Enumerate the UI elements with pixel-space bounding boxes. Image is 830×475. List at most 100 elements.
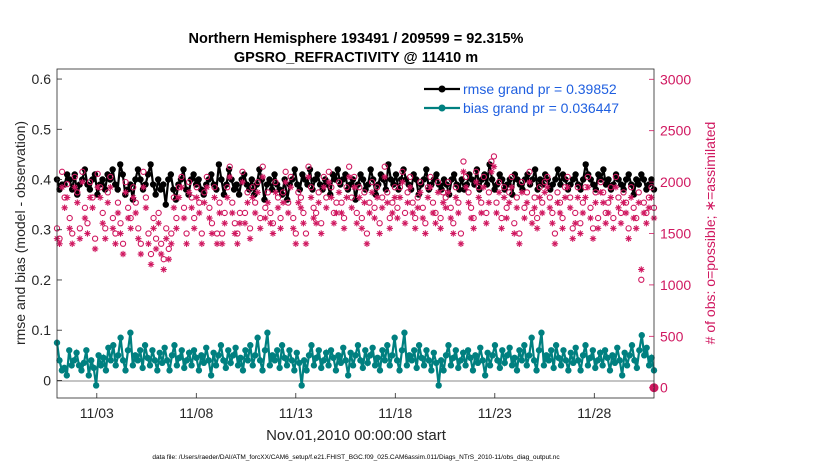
assimilated-obs-point: [112, 240, 119, 247]
bias-point: [362, 347, 369, 354]
possible-obs-point: [79, 168, 86, 175]
possible-obs-point: [460, 158, 467, 165]
assimilated-obs-point: [480, 184, 487, 191]
possible-obs-point: [137, 240, 144, 247]
rmse-point: [243, 181, 250, 188]
assimilated-obs-point: [135, 235, 142, 242]
possible-obs-point: [267, 209, 274, 217]
rmse-point: [357, 171, 364, 178]
bias-point: [477, 344, 484, 351]
bias-point: [63, 372, 70, 379]
assimilated-obs-point: [119, 250, 127, 258]
possible-obs-point: [117, 220, 124, 227]
bias-point: [347, 349, 354, 356]
possible-obs-point: [224, 184, 231, 191]
rmse-point: [382, 186, 390, 193]
legend-box: [418, 74, 648, 118]
assimilated-obs-point: [221, 220, 228, 227]
bias-point: [364, 359, 371, 367]
assimilated-obs-point: [132, 209, 139, 217]
bias-point: [97, 362, 105, 369]
possible-obs-point: [244, 189, 251, 196]
rmse-point: [466, 171, 473, 178]
bias-point: [161, 344, 168, 351]
bias-point: [61, 364, 68, 372]
possible-obs-point: [564, 173, 571, 181]
assimilated-obs-point: [175, 194, 183, 201]
assimilated-obs-point: [401, 220, 409, 227]
rmse-point: [167, 171, 175, 178]
bias-point: [335, 352, 342, 359]
assimilated-obs-point: [104, 199, 112, 206]
bias-point: [222, 364, 230, 372]
assimilated-obs-point: [470, 225, 477, 232]
assimilated-obs-point: [551, 240, 559, 247]
assimilated-obs-point: [356, 194, 363, 201]
assimilated-obs-point: [231, 230, 239, 237]
bias-point: [401, 329, 408, 336]
assimilated-obs-point: [594, 225, 602, 232]
assimilated-obs-point: [340, 225, 348, 232]
possible-obs-point: [384, 189, 391, 196]
bias-point: [139, 364, 146, 372]
assimilated-obs-point: [505, 199, 513, 206]
possible-obs-point: [457, 230, 465, 237]
possible-obs-point: [310, 204, 317, 211]
possible-obs-point: [91, 235, 99, 242]
assimilated-obs-point: [384, 199, 391, 206]
bias-point: [645, 362, 653, 369]
possible-obs-point: [363, 230, 371, 237]
assimilated-obs-point: [257, 225, 264, 232]
possible-obs-point: [249, 184, 256, 191]
assimilated-obs-point: [556, 209, 564, 217]
bias-point: [293, 349, 300, 356]
rmse-point: [643, 186, 650, 193]
assimilated-obs-point: [147, 261, 155, 268]
assimilated-obs-point: [343, 194, 350, 201]
possible-obs-point: [241, 209, 249, 217]
assimilated-obs-point: [546, 204, 554, 211]
possible-obs-point: [549, 209, 556, 217]
possible-obs-point: [183, 230, 190, 237]
possible-obs-point: [191, 214, 198, 222]
bias-point: [83, 347, 90, 354]
possible-obs-point: [635, 189, 642, 196]
possible-obs-point: [376, 220, 383, 227]
possible-obs-point: [180, 204, 188, 211]
rmse-point: [235, 191, 243, 198]
assimilated-obs-point: [589, 235, 597, 242]
possible-obs-point: [511, 220, 518, 227]
bias-point: [379, 347, 386, 354]
assimilated-obs-point: [264, 199, 272, 206]
bias-point: [210, 349, 217, 356]
rmse-point: [562, 176, 569, 183]
bias-point: [636, 347, 643, 354]
rmse-point: [240, 171, 248, 178]
possible-obs-point: [216, 199, 223, 206]
assimilated-obs-point: [315, 199, 322, 206]
bias-point: [198, 352, 205, 359]
assimilated-obs-point: [635, 199, 642, 206]
possible-obs-point: [587, 204, 594, 211]
bias-point: [413, 364, 420, 372]
bias-point: [450, 354, 457, 362]
bias-point: [616, 357, 623, 364]
bias-point: [557, 362, 565, 369]
possible-obs-point: [473, 168, 480, 175]
possible-obs-point: [292, 230, 299, 237]
possible-obs-point: [109, 214, 117, 222]
assimilated-obs-point: [447, 214, 454, 222]
possible-obs-point: [434, 178, 442, 186]
y-tick-label: 0.5: [32, 121, 52, 137]
bias-point: [457, 357, 464, 364]
rmse-point: [134, 166, 142, 173]
assimilated-obs-point: [127, 225, 134, 232]
bias-point: [623, 362, 631, 369]
bias-point: [296, 359, 303, 367]
bias-point: [188, 362, 195, 369]
assimilated-obs-point: [165, 256, 172, 263]
bias-point: [232, 344, 239, 351]
possible-obs-point: [163, 225, 170, 232]
possible-obs-point: [406, 173, 414, 181]
assimilated-obs-point: [318, 230, 325, 237]
